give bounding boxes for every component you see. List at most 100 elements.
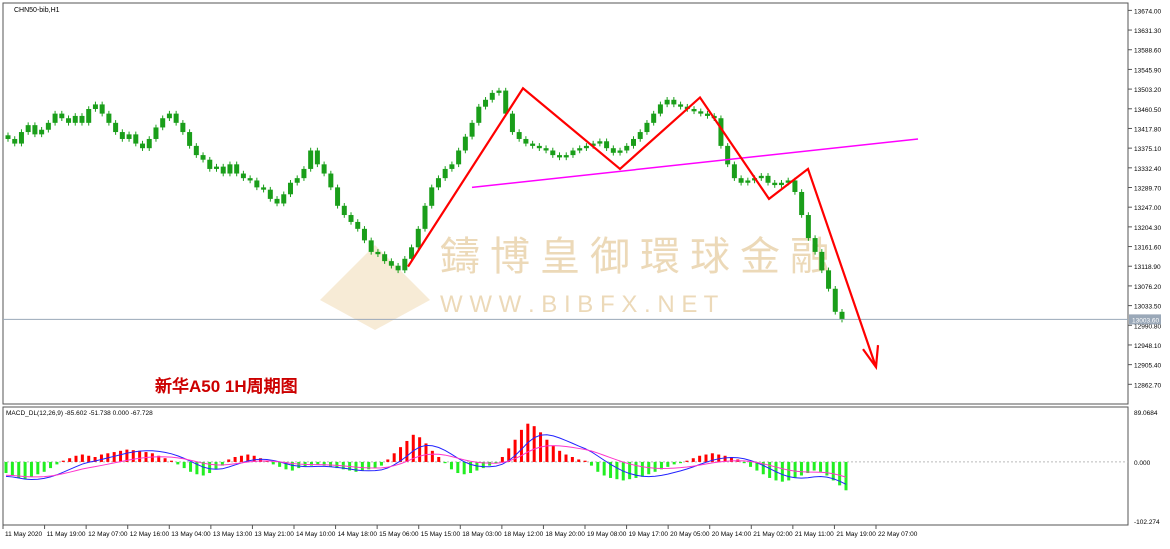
macd-bar (462, 461, 466, 475)
macd-bar (583, 460, 587, 462)
y-tick-label: 13460.50 (1134, 107, 1161, 114)
candle-body (442, 168, 448, 179)
candle-body (119, 132, 125, 139)
macd-bar (691, 458, 695, 462)
x-tick-label: 14 May 10:00 (296, 531, 336, 538)
macd-bar (405, 440, 409, 462)
candle-body (698, 111, 704, 114)
macd-bar (424, 443, 428, 462)
chart-title: 新华A50 1H周期图 (155, 376, 298, 396)
candle-body (832, 288, 838, 312)
candle-body (402, 258, 408, 271)
x-tick-label: 18 May 12:00 (504, 531, 544, 538)
macd-bar (144, 452, 148, 462)
macd-bar (220, 461, 224, 466)
macd-bar (596, 461, 600, 472)
y-tick-label: 12905.40 (1134, 363, 1161, 370)
macd-bar (615, 461, 619, 480)
candle-body (227, 164, 233, 174)
macd-bar (666, 461, 670, 467)
candle-body (166, 113, 172, 119)
candle-body (52, 113, 58, 123)
y-tick-label: 13417.80 (1134, 126, 1161, 133)
y-tick-label: 12990.80 (1134, 323, 1161, 330)
y-tick-label: 13375.10 (1134, 146, 1161, 153)
macd-bar (176, 461, 180, 465)
macd-bar (201, 461, 205, 476)
background (2, 2, 1129, 526)
macd-bar (710, 453, 714, 462)
candle-body (429, 187, 435, 206)
candle-body (577, 148, 583, 151)
candle-body (799, 191, 805, 216)
candle-body (335, 187, 341, 206)
macd-bar (513, 439, 517, 462)
macd-bar (125, 449, 129, 462)
macd-bar (749, 461, 753, 467)
macd-bar (68, 458, 72, 462)
candle-body (435, 178, 441, 188)
neckline (471, 138, 919, 189)
candle-body (92, 104, 98, 110)
macd-bar (799, 461, 803, 476)
x-tick-label: 13 May 04:00 (171, 531, 211, 538)
candle-body (301, 168, 307, 179)
candle-body (341, 205, 347, 216)
macd-bar (392, 453, 396, 462)
candle-body (678, 104, 684, 107)
candle-body (745, 180, 751, 183)
x-tick-label: 14 May 18:00 (338, 531, 378, 538)
candle-body (409, 247, 415, 259)
y-tick-label: 13247.00 (1134, 205, 1161, 212)
macd-bar (456, 461, 460, 474)
symbol-label: CHN50-bib,H1 (14, 7, 60, 14)
y-tick-label: 13503.20 (1134, 87, 1161, 94)
macd-bar (367, 461, 371, 470)
macd-bar (780, 461, 784, 482)
candle-body (718, 118, 724, 146)
x-tick-label: 19 May 17:00 (629, 531, 669, 538)
macd-bar (787, 461, 791, 481)
y-tick-label: 13332.40 (1134, 166, 1161, 173)
candle-body (469, 122, 475, 137)
x-tick-label: 15 May 06:00 (379, 531, 419, 538)
macd-bar (29, 461, 33, 477)
macd-bar (437, 456, 441, 462)
candle-body (388, 261, 394, 266)
candle-body (314, 150, 320, 165)
y-tick-label: 13161.60 (1134, 245, 1161, 252)
macd-bar (723, 455, 727, 462)
trend-arrow-head (862, 345, 880, 371)
macd-bar (488, 461, 492, 466)
candle-body (503, 90, 509, 114)
macd-bar (17, 461, 21, 478)
x-tick-label: 21 May 11:00 (795, 531, 834, 538)
candle-body (66, 118, 72, 123)
candle-body (126, 134, 132, 139)
main-panel-frame (2, 2, 1129, 405)
macd-bar (214, 461, 218, 470)
candle-body (267, 189, 273, 199)
candle-body (32, 125, 38, 135)
x-tick-label: 19 May 08:00 (587, 531, 627, 538)
macd-bar (36, 461, 40, 475)
macd-bar (443, 461, 447, 464)
candle-body (778, 182, 784, 186)
candle-body (106, 113, 112, 123)
macd-bar (290, 461, 294, 471)
macd-bar (138, 450, 142, 462)
macd-bar (761, 461, 765, 475)
macd-bar (806, 461, 810, 474)
watermark-logo (320, 245, 430, 330)
signal-line (5, 445, 847, 478)
macd-bar (379, 461, 383, 466)
candle-body (731, 164, 737, 179)
y-tick-label: 13545.90 (1134, 67, 1161, 74)
macd-bar (259, 458, 263, 462)
macd-bar (55, 461, 59, 465)
macd-bar (844, 461, 848, 491)
candle-body (604, 141, 610, 149)
candle-body (113, 122, 119, 133)
candle-body (785, 180, 791, 183)
candle-body (214, 166, 219, 169)
